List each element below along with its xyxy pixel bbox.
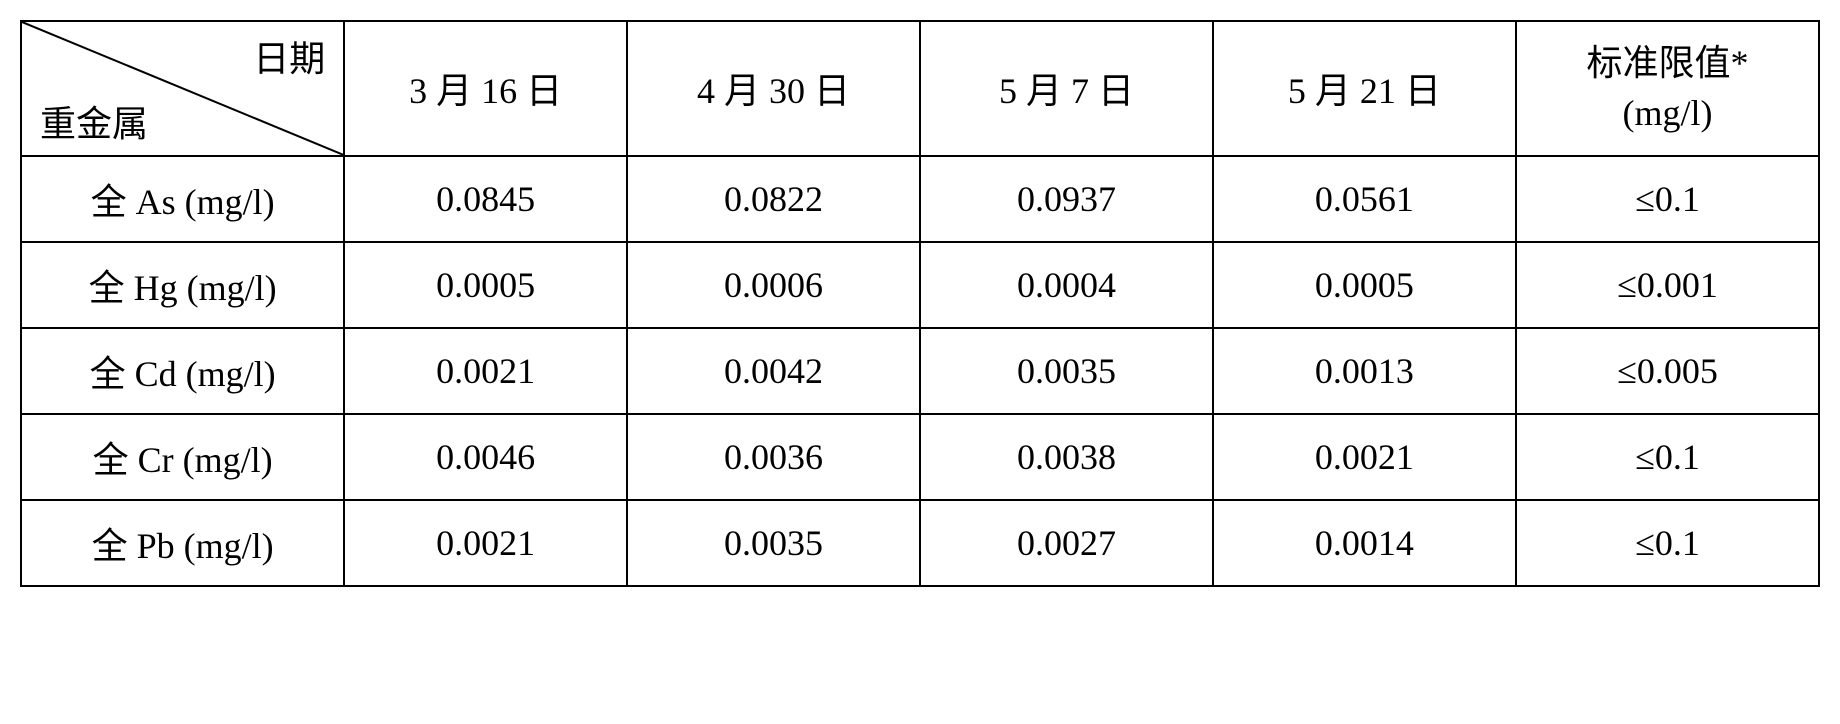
cell-value: 0.0014 [1213,500,1516,586]
cell-value: 0.0036 [627,414,920,500]
cell-value: 0.0038 [920,414,1213,500]
heavy-metal-table: 日期 重金属 3 月 16 日 4 月 30 日 5 月 7 日 5 月 21 … [20,20,1820,587]
cell-limit: ≤0.005 [1516,328,1819,414]
cell-limit: ≤0.1 [1516,156,1819,242]
row-label: 全 Cr (mg/l) [21,414,344,500]
row-label: 全 Hg (mg/l) [21,242,344,328]
table-row: 全 Hg (mg/l) 0.0005 0.0006 0.0004 0.0005 … [21,242,1819,328]
cell-limit: ≤0.1 [1516,500,1819,586]
cell-value: 0.0004 [920,242,1213,328]
cell-value: 0.0005 [344,242,627,328]
row-label: 全 Pb (mg/l) [21,500,344,586]
col-header-date: 4 月 30 日 [627,21,920,156]
row-label: 全 As (mg/l) [21,156,344,242]
cell-value: 0.0027 [920,500,1213,586]
cell-value: 0.0035 [920,328,1213,414]
table-row: 全 Pb (mg/l) 0.0021 0.0035 0.0027 0.0014 … [21,500,1819,586]
diagonal-header-cell: 日期 重金属 [21,21,344,156]
header-date-label: 日期 [253,30,325,82]
col-header-date: 5 月 7 日 [920,21,1213,156]
cell-value: 0.0845 [344,156,627,242]
cell-value: 0.0042 [627,328,920,414]
cell-value: 0.0046 [344,414,627,500]
col-header-date: 3 月 16 日 [344,21,627,156]
cell-value: 0.0035 [627,500,920,586]
col-header-date: 5 月 21 日 [1213,21,1516,156]
col-header-limit: 标准限值* (mg/l) [1516,21,1819,156]
cell-value: 0.0822 [627,156,920,242]
limit-label-line2: (mg/l) [1622,93,1712,133]
table-row: 全 Cd (mg/l) 0.0021 0.0042 0.0035 0.0013 … [21,328,1819,414]
cell-limit: ≤0.001 [1516,242,1819,328]
cell-value: 0.0006 [627,242,920,328]
header-metal-label: 重金属 [40,95,148,147]
row-label: 全 Cd (mg/l) [21,328,344,414]
limit-label-line1: 标准限值* [1586,43,1748,83]
cell-value: 0.0005 [1213,242,1516,328]
cell-value: 0.0561 [1213,156,1516,242]
cell-value: 0.0937 [920,156,1213,242]
table-header-row: 日期 重金属 3 月 16 日 4 月 30 日 5 月 7 日 5 月 21 … [21,21,1819,156]
table-row: 全 As (mg/l) 0.0845 0.0822 0.0937 0.0561 … [21,156,1819,242]
cell-value: 0.0021 [1213,414,1516,500]
cell-value: 0.0021 [344,500,627,586]
cell-value: 0.0013 [1213,328,1516,414]
cell-value: 0.0021 [344,328,627,414]
table-row: 全 Cr (mg/l) 0.0046 0.0036 0.0038 0.0021 … [21,414,1819,500]
cell-limit: ≤0.1 [1516,414,1819,500]
